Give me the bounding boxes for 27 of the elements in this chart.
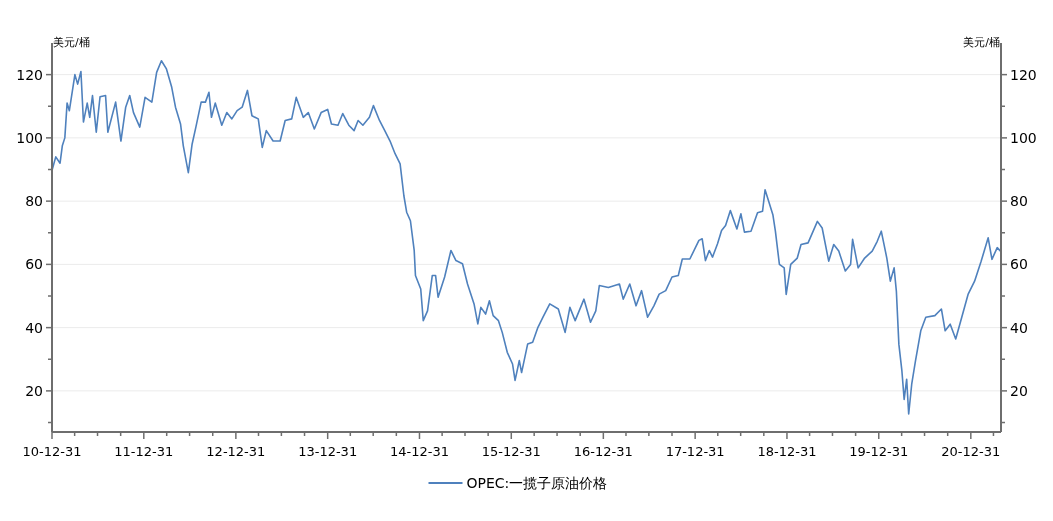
y-tick-label: 80 bbox=[25, 193, 43, 210]
line-series bbox=[51, 59, 1002, 415]
legend-label: OPEC:一揽子原油价格 bbox=[466, 474, 608, 491]
y2-tick-label: 100 bbox=[1010, 129, 1037, 146]
x-tick-label: 16-12-31 bbox=[573, 444, 633, 459]
y2-tick-label: 120 bbox=[1010, 66, 1037, 83]
x-tick-label: 20-12-31 bbox=[941, 444, 1001, 459]
y-tick-label: 100 bbox=[16, 129, 43, 146]
x-tick-label: 10-12-31 bbox=[22, 444, 82, 459]
x-tick-label: 18-12-31 bbox=[757, 444, 817, 459]
y2-tick-label: 60 bbox=[1010, 256, 1028, 273]
x-tick-label: 11-12-31 bbox=[114, 444, 174, 459]
x-tick-label: 13-12-31 bbox=[298, 444, 358, 459]
x-tick-label: 15-12-31 bbox=[481, 444, 541, 459]
y-tick-label: 20 bbox=[25, 382, 43, 399]
y-axis-title: 美元/桶 bbox=[53, 36, 90, 49]
x-tick-label: 12-12-31 bbox=[206, 444, 266, 459]
y2-tick-label: 80 bbox=[1010, 193, 1028, 210]
y-tick-label: 60 bbox=[25, 256, 43, 273]
y2-tick-label: 20 bbox=[1010, 382, 1028, 399]
y2-axis-title: 美元/桶 bbox=[963, 36, 1000, 49]
x-tick-label: 19-12-31 bbox=[849, 444, 909, 459]
y-tick-label: 120 bbox=[16, 66, 43, 83]
x-tick-label: 14-12-31 bbox=[389, 444, 449, 459]
y2-tick-label: 40 bbox=[1010, 319, 1028, 336]
y-tick-label: 40 bbox=[25, 319, 43, 336]
x-tick-label: 17-12-31 bbox=[665, 444, 725, 459]
